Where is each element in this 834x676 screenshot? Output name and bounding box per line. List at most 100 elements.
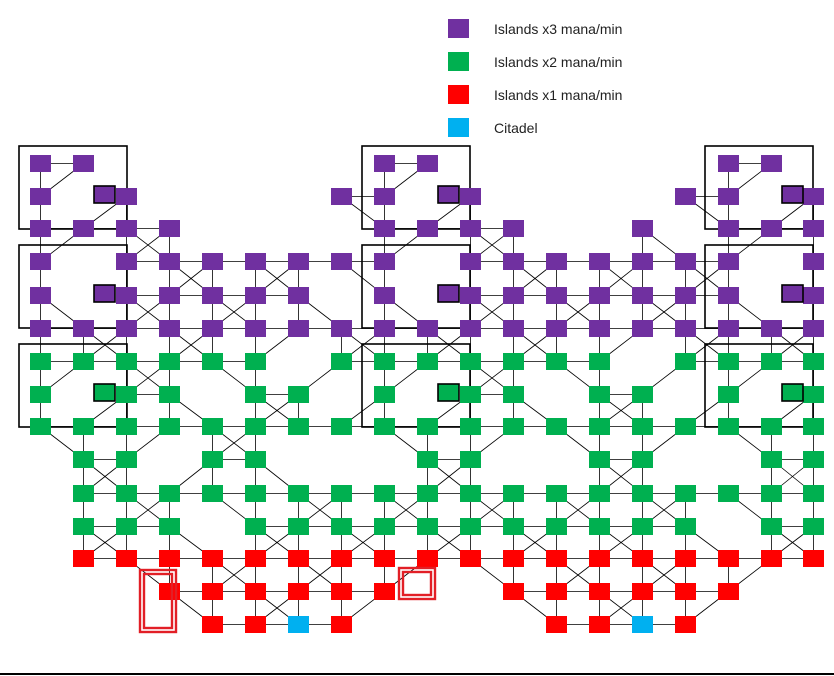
highlight-boxes <box>138 566 437 634</box>
island-node <box>632 253 653 270</box>
legend-label: Islands x1 mana/min <box>494 86 623 103</box>
legend-swatch-red <box>448 85 469 104</box>
island-node <box>417 220 438 237</box>
island-node <box>288 485 309 502</box>
island-node <box>73 518 94 535</box>
island-node <box>159 353 180 370</box>
group-frame <box>704 244 814 329</box>
island-node <box>374 386 395 403</box>
island-node <box>374 287 395 304</box>
island-node <box>718 550 739 567</box>
island-node <box>288 253 309 270</box>
island-node <box>159 518 180 535</box>
island-node <box>245 485 266 502</box>
island-node <box>632 583 653 600</box>
group-center-node <box>781 284 804 303</box>
island-node <box>245 253 266 270</box>
island-node <box>202 451 223 468</box>
highlight-outline <box>138 568 178 634</box>
island-node <box>589 287 610 304</box>
island-node <box>503 583 524 600</box>
island-node <box>202 583 223 600</box>
island-node <box>116 287 137 304</box>
island-node <box>73 550 94 567</box>
island-node <box>417 518 438 535</box>
island-node <box>159 220 180 237</box>
highlight-outline <box>397 566 437 601</box>
island-node <box>116 418 137 435</box>
group-frame <box>361 244 471 329</box>
island-node <box>761 451 782 468</box>
island-node <box>718 418 739 435</box>
island-node <box>417 451 438 468</box>
island-node <box>73 418 94 435</box>
island-node <box>761 220 782 237</box>
island-node <box>73 353 94 370</box>
legend-swatch-green <box>448 52 469 71</box>
island-node <box>503 485 524 502</box>
group-frame <box>361 145 471 230</box>
island-node <box>159 485 180 502</box>
island-node <box>331 616 352 633</box>
island-node <box>331 353 352 370</box>
island-node <box>417 485 438 502</box>
island-node <box>460 418 481 435</box>
island-node <box>632 550 653 567</box>
island-node <box>417 418 438 435</box>
island-node <box>503 518 524 535</box>
island-node <box>460 188 481 205</box>
island-node <box>417 550 438 567</box>
island-node <box>503 287 524 304</box>
island-node <box>245 418 266 435</box>
island-node <box>718 287 739 304</box>
group-center-node <box>93 284 116 303</box>
island-node <box>374 583 395 600</box>
island-node <box>116 386 137 403</box>
legend-swatch-blue <box>448 118 469 137</box>
island-node <box>675 518 696 535</box>
island-node <box>803 220 824 237</box>
island-node <box>202 320 223 337</box>
island-node <box>718 155 739 172</box>
island-node <box>374 418 395 435</box>
island-node <box>159 287 180 304</box>
island-node <box>460 485 481 502</box>
island-node <box>803 418 824 435</box>
island-node <box>803 253 824 270</box>
island-node <box>30 253 51 270</box>
legend-item-x3: Islands x3 mana/min <box>448 12 622 45</box>
island-node <box>288 518 309 535</box>
island-nodes <box>30 155 824 633</box>
island-node <box>374 155 395 172</box>
island-node <box>159 583 180 600</box>
island-node <box>288 320 309 337</box>
legend-label: Islands x2 mana/min <box>494 53 623 70</box>
island-node <box>632 485 653 502</box>
island-node <box>632 386 653 403</box>
island-node <box>288 287 309 304</box>
island-node <box>245 386 266 403</box>
island-node <box>546 583 567 600</box>
island-node <box>803 550 824 567</box>
legend-item-x1: Islands x1 mana/min <box>448 78 622 111</box>
island-node <box>159 418 180 435</box>
island-node <box>589 550 610 567</box>
island-node <box>417 320 438 337</box>
island-node <box>331 485 352 502</box>
island-node <box>675 485 696 502</box>
island-node <box>331 418 352 435</box>
island-node <box>30 188 51 205</box>
island-node <box>460 320 481 337</box>
island-node <box>761 518 782 535</box>
island-node <box>803 485 824 502</box>
island-node <box>546 518 567 535</box>
island-node <box>417 155 438 172</box>
island-node <box>30 220 51 237</box>
island-node <box>288 583 309 600</box>
island-node <box>589 353 610 370</box>
island-node <box>632 518 653 535</box>
island-node <box>460 451 481 468</box>
island-node <box>546 320 567 337</box>
island-node <box>202 616 223 633</box>
highlight-outline <box>401 570 433 597</box>
